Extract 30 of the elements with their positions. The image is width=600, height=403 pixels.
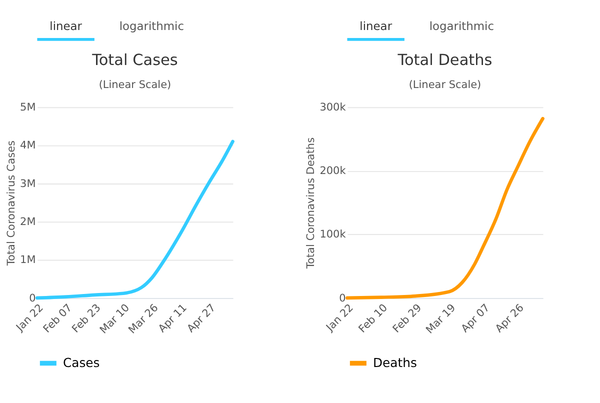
y-tick-label: 0 bbox=[339, 292, 346, 304]
chart-title: Total Deaths bbox=[396, 51, 492, 70]
x-tick-label: Feb 10 bbox=[356, 302, 390, 336]
chart-title: Total Cases bbox=[91, 51, 178, 70]
chart-subtitle: (Linear Scale) bbox=[98, 79, 172, 92]
y-tick-label: 200k bbox=[320, 165, 347, 178]
text: linear bbox=[50, 18, 82, 33]
text: logarithmic bbox=[119, 18, 184, 33]
y-tick-label: 3M bbox=[20, 178, 36, 190]
x-tick-label: Mar 19 bbox=[424, 302, 458, 336]
y-tick-label: 0 bbox=[29, 292, 36, 304]
x-tick-label: Jan 22 bbox=[323, 302, 356, 334]
y-tick-label: 1M bbox=[20, 254, 36, 266]
line-series bbox=[346, 116, 544, 300]
legend-label: Cases bbox=[62, 355, 100, 370]
y-axis-title: Total Coronavirus Cases bbox=[5, 140, 18, 267]
y-tick-label: 300k bbox=[320, 102, 347, 114]
text: logarithmic bbox=[429, 18, 494, 33]
x-tick-label: Apr 07 bbox=[459, 302, 492, 336]
y-tick-label: 2M bbox=[20, 216, 36, 228]
legend-label: Deaths bbox=[372, 355, 417, 370]
line-series bbox=[36, 140, 234, 300]
y-tick-label: 5M bbox=[20, 102, 36, 114]
text: linear bbox=[360, 18, 392, 33]
y-tick-label: 100k bbox=[320, 228, 347, 241]
x-tick-label: Apr 26 bbox=[493, 302, 527, 336]
chart-subtitle: (Linear Scale) bbox=[408, 79, 482, 92]
y-tick-label: 4M bbox=[20, 140, 36, 152]
y-axis-title: Total Coronavirus Deaths bbox=[304, 137, 317, 270]
x-tick-label: Feb 29 bbox=[390, 302, 424, 336]
